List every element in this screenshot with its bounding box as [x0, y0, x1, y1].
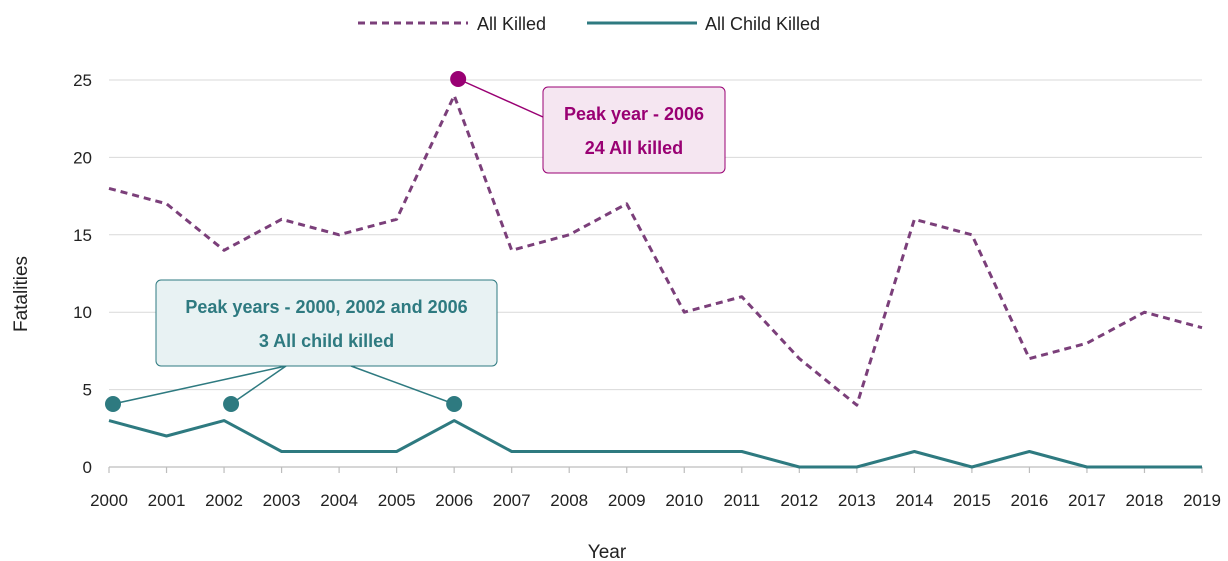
y-tick-label: 25: [73, 71, 92, 90]
x-tick-label: 2012: [780, 491, 818, 510]
x-tick-label: 2015: [953, 491, 991, 510]
callout-connector: [112, 365, 287, 405]
x-tick-label: 2013: [838, 491, 876, 510]
callout-box-all-child-killed: [155, 279, 498, 367]
callout-text-line: 3 All child killed: [259, 331, 394, 351]
x-tick-label: 2011: [724, 491, 761, 510]
callout-marker: [223, 396, 240, 412]
x-tick-label: 2019: [1183, 491, 1221, 510]
legend-label: All Killed: [477, 14, 546, 34]
y-axis-title: Fatalities: [11, 256, 32, 332]
callout-connector: [350, 365, 455, 405]
x-tick-label: 2010: [665, 491, 703, 510]
annotations: Peak year - 2006 24 All killed Peak years …: [105, 71, 726, 412]
x-tick-label: 2003: [263, 491, 301, 510]
x-tick-label: 2006: [435, 491, 473, 510]
series-line-all-child-killed: [108, 419, 1202, 469]
callout-text-line: Peak years - 2000, 2002 and 2006: [185, 297, 467, 317]
callout-box-all-killed: [542, 86, 726, 174]
x-tick-label: 2001: [148, 491, 186, 510]
callout-connector: [230, 365, 287, 405]
y-tick-label: 0: [83, 458, 92, 477]
x-tick-label: 2007: [493, 491, 531, 510]
x-tick-label: 2014: [895, 491, 933, 510]
y-tick-label: 5: [83, 381, 92, 400]
x-tick-label: 2009: [608, 491, 646, 510]
callout-text-line: 24 All killed: [585, 138, 683, 158]
x-tick-label: 2005: [378, 491, 416, 510]
callout-marker: [105, 396, 121, 412]
x-tick-label: 2004: [320, 491, 358, 510]
x-axis-title: Year: [588, 542, 627, 561]
series-line-all-killed: [108, 94, 1203, 407]
x-tick-label: 2016: [1011, 491, 1049, 510]
x-tick-label: 2002: [205, 491, 243, 510]
series-lines: [108, 94, 1203, 469]
x-tick-label: 2008: [550, 491, 588, 510]
y-tick-label: 15: [73, 226, 92, 245]
callout-connector: [457, 78, 544, 118]
x-tick-label: 2017: [1068, 491, 1106, 510]
legend-label: All Child Killed: [705, 14, 820, 34]
y-tick-label: 20: [73, 148, 92, 167]
callout-marker: [446, 396, 463, 412]
x-tick-label: 2018: [1126, 491, 1164, 510]
x-tick-label: 2000: [90, 491, 128, 510]
callout-marker: [450, 71, 467, 87]
callout-text-line: Peak year - 2006: [564, 104, 704, 124]
y-tick-label: 10: [73, 303, 92, 322]
legend: All Killed All Child Killed: [358, 14, 820, 34]
axes: 0 5 10 15 20 25 2000 2001 2002 2003 2004 2005 2006 20…: [73, 71, 1221, 510]
